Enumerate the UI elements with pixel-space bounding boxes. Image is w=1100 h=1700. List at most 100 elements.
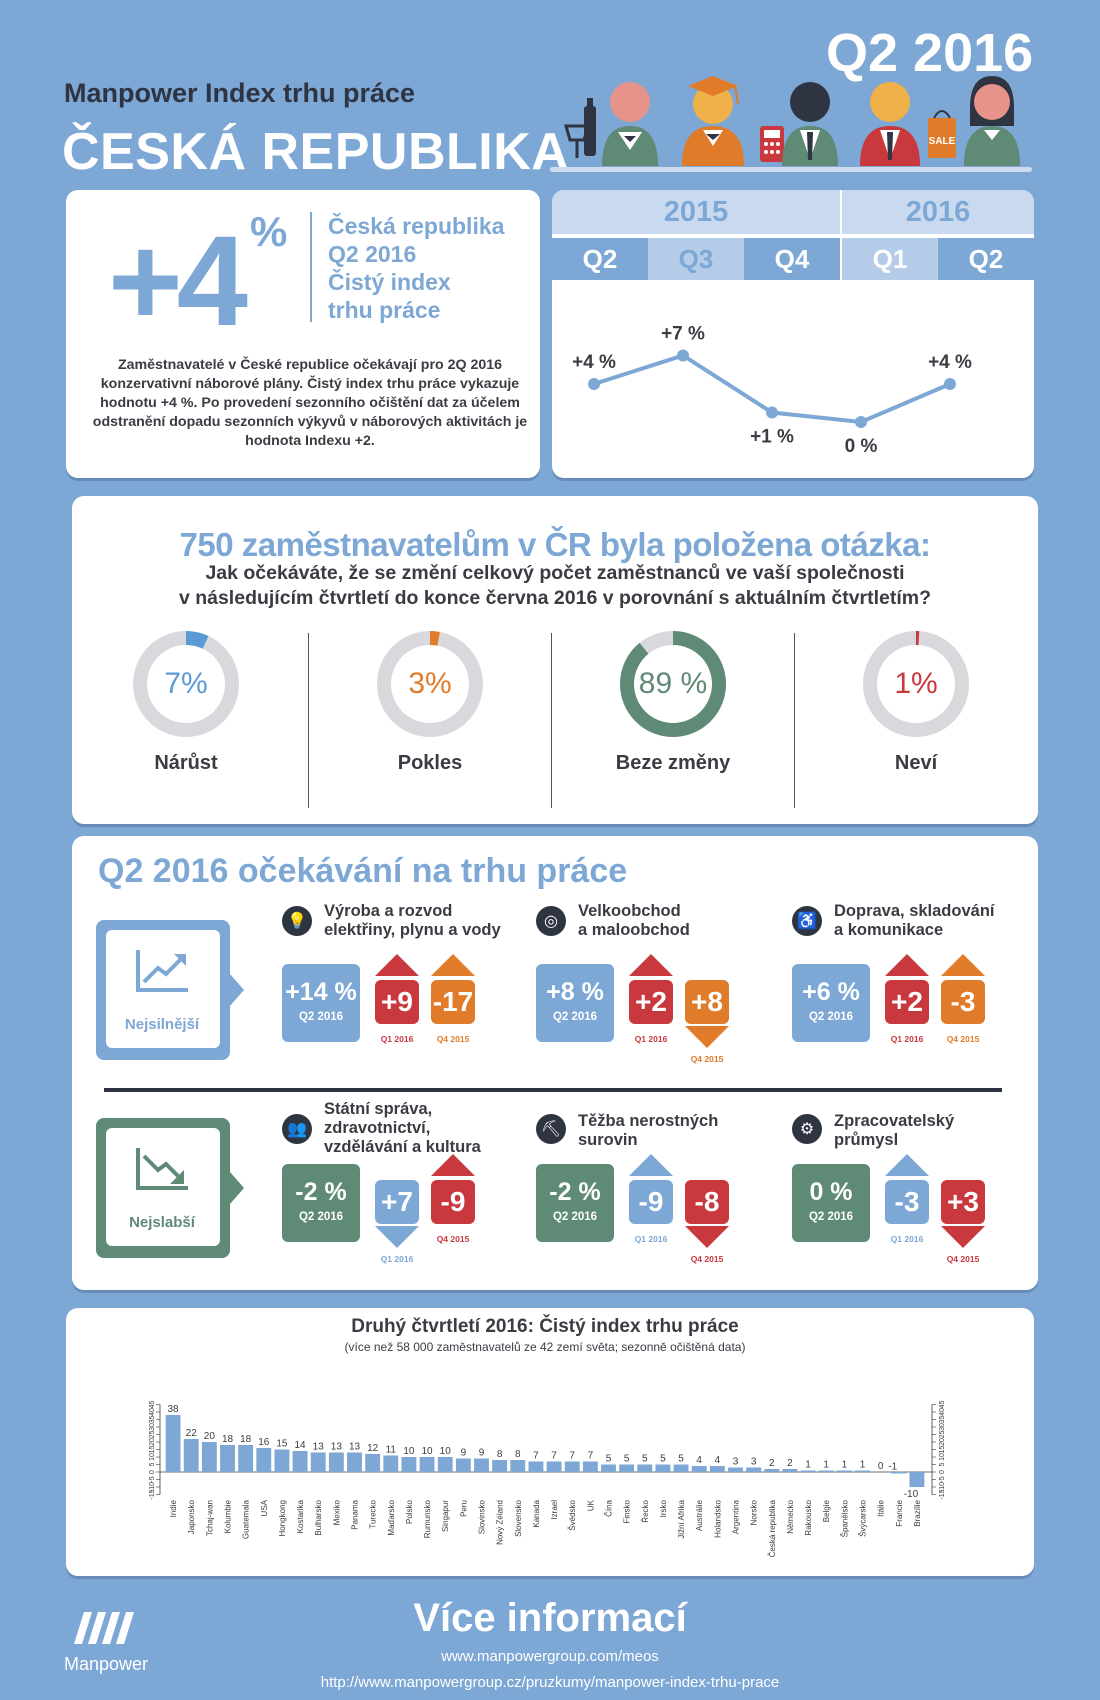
bar <box>437 1457 453 1472</box>
y-tick-label: 30 <box>149 1423 156 1431</box>
donut-label-unknown: Neví <box>894 752 938 774</box>
trend-up-icon <box>136 950 188 992</box>
sector-name-weak: Těžba nerostných surovin <box>578 1112 718 1150</box>
q4-change: -9 <box>431 1180 475 1224</box>
summary-card <box>66 190 540 478</box>
category-label: Austrálie <box>695 1499 704 1531</box>
meos-link[interactable]: www.manpowergroup.com/meos <box>441 1648 659 1665</box>
category-label: Jižní Afrika <box>677 1499 686 1538</box>
y-tick-label: 20 <box>149 1438 156 1446</box>
bar <box>746 1467 762 1472</box>
bar-value-label: -10 <box>904 1489 919 1500</box>
graduate-figure <box>682 76 744 166</box>
category-label: Kanada <box>532 1499 541 1527</box>
q1-change-up-arrow <box>629 1154 673 1176</box>
donut-value-unknown: 1% <box>894 667 938 700</box>
q4-change-label: Q4 2015 <box>946 1254 980 1264</box>
year-2015: 2015 <box>552 190 840 234</box>
survey-question: Jak očekáváte, že se změní celkový počet… <box>70 561 1040 611</box>
category-label: Česká republika <box>768 1499 777 1557</box>
bar <box>909 1472 925 1487</box>
bar-value-label: 22 <box>186 1428 198 1439</box>
survey-question-line2: v následujícím čtvrtletí do konce června… <box>178 587 932 609</box>
summary-label-country: Česká republika <box>328 213 505 239</box>
donut-value-nochange: 89 % <box>638 667 708 700</box>
y-tick-label: 15 <box>939 1446 946 1454</box>
manager-figure <box>860 82 920 166</box>
category-label: Řecko <box>641 1499 650 1522</box>
q1-change: +9 <box>375 980 419 1024</box>
y-tick-label: -5 <box>939 1476 946 1482</box>
bar-value-label: 5 <box>678 1454 684 1465</box>
quarter-q2-2016: Q2 <box>938 238 1034 280</box>
summary-labels: Česká republika Q2 2016 Čistý index trhu… <box>328 212 504 324</box>
donut-segment <box>377 631 483 737</box>
sector-main-value: +14 % Q2 2016 <box>282 964 360 1042</box>
bar-value-label: 1 <box>823 1460 829 1471</box>
y-tick-label: -5 <box>149 1476 156 1482</box>
sector-name-line: Doprava, skladování <box>834 902 995 920</box>
bar-value-label: 4 <box>715 1455 721 1466</box>
summary-label-market: trhu práce <box>328 297 441 323</box>
summary-label-quarter: Q2 2016 <box>328 241 417 267</box>
bar <box>492 1460 508 1472</box>
q1-change: +2 <box>629 980 673 1024</box>
q4-change-down-arrow <box>685 1026 729 1048</box>
bar <box>383 1455 399 1472</box>
header-divider <box>550 167 1032 172</box>
y-tick-label: -10 <box>149 1482 156 1492</box>
weakest-badge <box>96 1118 244 1258</box>
sector-value-sub: Q2 2016 <box>552 1011 598 1023</box>
bar <box>274 1449 290 1472</box>
category-label: Izrael <box>550 1500 559 1520</box>
survey-link[interactable]: http://www.manpowergroup.cz/pruzkumy/man… <box>320 1674 780 1691</box>
y-tick-label: 25 <box>939 1431 946 1439</box>
survey-separator <box>308 633 309 808</box>
bar <box>292 1451 308 1472</box>
sector-name-line: surovin <box>578 1131 638 1149</box>
bar <box>238 1445 254 1472</box>
category-label: Belgie <box>822 1499 831 1522</box>
category-label: Peru <box>459 1500 468 1517</box>
category-label: Indie <box>169 1499 178 1517</box>
summary-label-index: Čistý index <box>328 269 451 295</box>
bar <box>401 1457 417 1472</box>
q1-change-up-arrow <box>629 954 673 976</box>
q4-change-up-arrow <box>431 1154 475 1176</box>
bar-value-label: 0 <box>878 1461 884 1472</box>
bar <box>165 1415 181 1472</box>
category-label: Brazílie <box>913 1499 922 1526</box>
bar <box>365 1454 381 1472</box>
index-value: +4 <box>108 210 248 353</box>
category-label: Hongkong <box>278 1500 287 1536</box>
q1-change-label: Q1 2016 <box>634 1034 668 1044</box>
y-tick-label: 0 <box>149 1470 156 1474</box>
category-label: Bulharsko <box>314 1499 323 1535</box>
q4-change-label: Q4 2015 <box>690 1254 724 1264</box>
chart-title: Druhý čtvrtletí 2016: Čistý index trhu p… <box>351 1316 739 1337</box>
category-label: Itálie <box>877 1499 886 1516</box>
bar-value-label: 1 <box>842 1460 848 1471</box>
bar-value-label: 20 <box>204 1431 216 1442</box>
y-tick-label: 30 <box>939 1423 946 1431</box>
sector-name-line: a maloobchod <box>578 921 690 939</box>
quarter-q4-2015: Q4 <box>744 238 840 280</box>
bar-value-label: 8 <box>515 1449 521 1460</box>
donut-value-decrease: 3% <box>408 667 452 700</box>
bar <box>183 1439 199 1472</box>
manpower-logo-text: Manpower <box>64 1654 149 1674</box>
bar-value-label: 3 <box>751 1457 757 1468</box>
q4-change-down-arrow <box>685 1226 729 1248</box>
sectors-divider <box>104 1088 1002 1092</box>
bar-value-label: 13 <box>331 1442 343 1453</box>
category-label: Rumunsko <box>423 1499 432 1538</box>
timeline-point <box>944 378 956 390</box>
q4-change: -3 <box>941 980 985 1024</box>
sector-main-value: +6 % Q2 2016 <box>792 964 870 1042</box>
sector-value: +8 % <box>546 978 604 1006</box>
timeline-point <box>766 406 778 419</box>
y-tick-label: 45 <box>939 1401 946 1409</box>
bar <box>764 1469 780 1472</box>
sale-sign: SALE <box>929 136 956 147</box>
category-label: Japonsko <box>187 1499 196 1534</box>
